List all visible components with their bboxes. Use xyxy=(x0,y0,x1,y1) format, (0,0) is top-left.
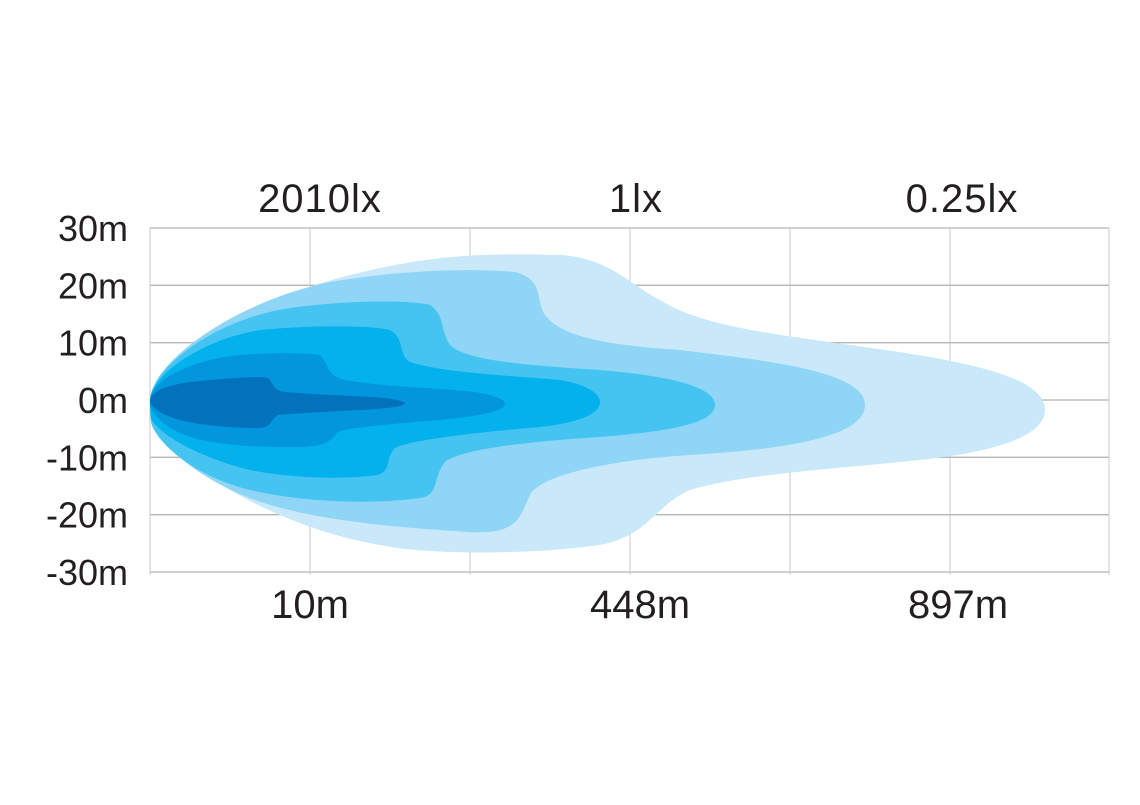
y-tick-label: -10m xyxy=(46,437,128,478)
y-tick-label: 20m xyxy=(58,265,128,306)
y-tick-label: -20m xyxy=(46,495,128,536)
distance-label: 10m xyxy=(271,583,349,627)
illuminance-label: 0.25lx xyxy=(906,177,1019,221)
y-tick-label: 30m xyxy=(58,208,128,249)
y-tick-label: 10m xyxy=(58,323,128,364)
distance-label: 448m xyxy=(590,583,690,627)
beam-contour-level-6 xyxy=(150,377,405,428)
labels: 30m 20m 10m 0m -10m -20m -30m 10m 448m 897m 2010lx… xyxy=(46,177,1019,627)
distance-label: 897m xyxy=(908,583,1008,627)
beam-contours xyxy=(150,254,1045,553)
illuminance-label: 2010lx xyxy=(258,177,382,221)
y-tick-label: 0m xyxy=(78,380,128,421)
illuminance-label: 1lx xyxy=(609,177,663,221)
y-tick-label: -30m xyxy=(46,552,128,593)
